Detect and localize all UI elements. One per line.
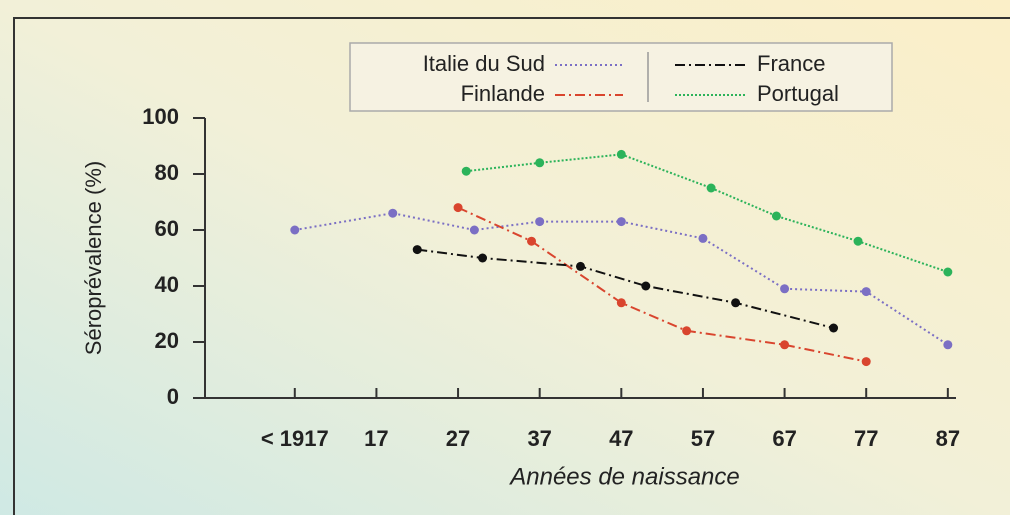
legend-label: France [757, 51, 825, 76]
y-tick-label: 40 [155, 272, 179, 297]
data-point [780, 340, 790, 350]
data-point [641, 281, 651, 291]
data-point [943, 267, 953, 277]
legend-label: Finlande [461, 81, 545, 106]
data-point [478, 253, 488, 263]
y-axis-label: Séroprévalence (%) [81, 161, 106, 355]
data-point [469, 225, 479, 235]
y-tick-label: 20 [155, 328, 179, 353]
data-point [780, 284, 790, 294]
series-line [417, 248, 834, 329]
data-point [535, 158, 545, 168]
data-point [616, 298, 626, 308]
data-point [527, 236, 537, 246]
data-point [290, 225, 300, 235]
data-point [682, 326, 692, 336]
x-tick-label: < 1917 [261, 426, 329, 451]
data-point [943, 340, 953, 350]
y-tick-label: 80 [155, 160, 179, 185]
legend-box [349, 42, 893, 112]
frame [13, 17, 1010, 515]
data-point [616, 217, 626, 227]
data-point [853, 236, 863, 246]
data-point [706, 183, 716, 193]
data-point [698, 233, 708, 243]
x-tick-label: 27 [446, 426, 470, 451]
data-point [388, 208, 398, 218]
data-point [731, 298, 741, 308]
legend-label: Italie du Sud [423, 51, 545, 76]
data-point [576, 261, 585, 271]
series-line [457, 206, 867, 363]
x-tick-label: 67 [772, 426, 796, 451]
data-point [861, 357, 871, 367]
data-point [861, 287, 871, 297]
data-point [829, 323, 839, 333]
legend-label: Portugal [757, 81, 839, 106]
x-axis-label: Années de naissance [508, 463, 740, 490]
data-point [771, 211, 781, 221]
x-tick-label: 47 [609, 426, 633, 451]
x-tick-label: 37 [527, 426, 551, 451]
data-point [616, 149, 626, 159]
y-tick-label: 100 [142, 104, 179, 129]
data-point [461, 166, 471, 176]
data-point [412, 245, 422, 255]
data-point [453, 203, 463, 213]
x-tick-label: 87 [936, 426, 960, 451]
x-tick-label: 57 [691, 426, 715, 451]
data-point [535, 217, 545, 227]
y-tick-label: 0 [167, 384, 179, 409]
x-tick-label: 77 [854, 426, 878, 451]
x-tick-label: 17 [364, 426, 388, 451]
y-tick-label: 60 [155, 216, 179, 241]
